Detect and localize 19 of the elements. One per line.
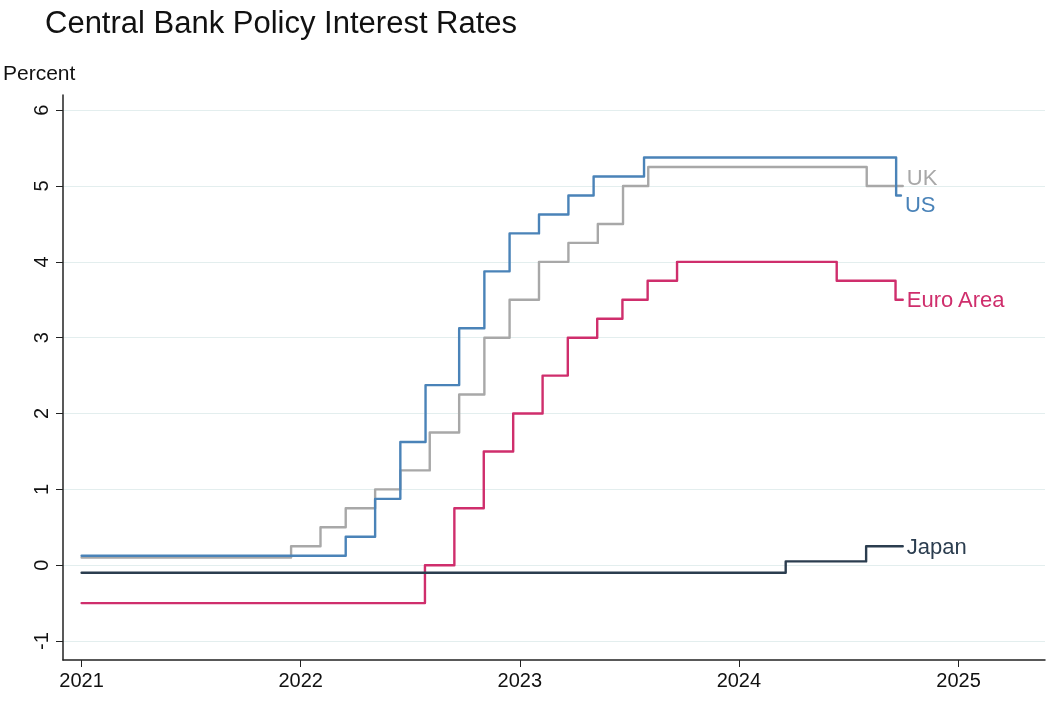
- x-tick-label: 2021: [59, 669, 104, 691]
- y-tick-label: 2: [30, 407, 52, 420]
- y-axis-title: Percent: [3, 61, 76, 84]
- y-tick-label: 3: [30, 332, 52, 344]
- y-tick-label: -1: [30, 632, 52, 650]
- x-tick-label: 2024: [716, 669, 762, 691]
- series-label: Japan: [906, 533, 967, 559]
- y-tick-label: 4: [30, 256, 52, 268]
- x-tick-label: 2022: [278, 669, 323, 691]
- series-label: Euro Area: [906, 287, 1006, 313]
- x-tick-label: 2025: [936, 669, 981, 691]
- chart-title: Central Bank Policy Interest Rates: [45, 5, 518, 40]
- y-tick-label: 0: [30, 559, 52, 571]
- series-label: UK: [906, 164, 938, 190]
- y-tick-label: 5: [30, 180, 52, 192]
- x-tick-label: 2023: [497, 669, 543, 691]
- y-tick-label: 6: [30, 104, 52, 116]
- y-tick-label: 1: [30, 483, 52, 495]
- series-label: US: [904, 191, 936, 217]
